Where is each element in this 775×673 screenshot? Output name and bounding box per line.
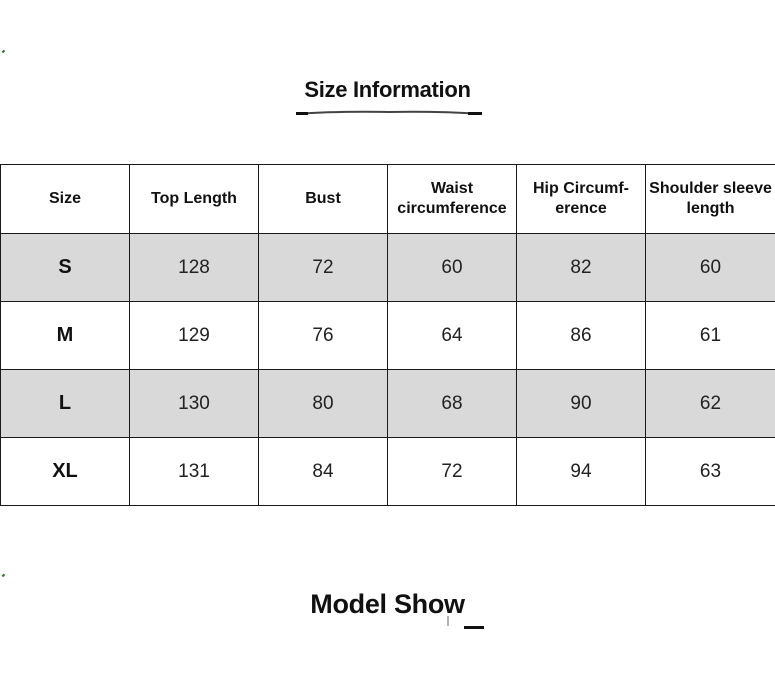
bust-cell: 76 bbox=[258, 301, 388, 370]
size-information-title: Size Information bbox=[304, 77, 471, 102]
table-row: S 128 72 60 82 60 bbox=[0, 233, 775, 302]
corner-mark bbox=[1, 573, 8, 580]
table-row: M 129 76 64 86 61 bbox=[0, 301, 775, 370]
corner-mark bbox=[1, 49, 8, 56]
header-hip: Hip Circumf- erence bbox=[516, 164, 646, 234]
model-show-title: Model Show bbox=[310, 589, 465, 619]
hip-cell: 94 bbox=[516, 437, 646, 506]
header-top-length: Top Length bbox=[129, 164, 259, 234]
top-length-cell: 131 bbox=[129, 437, 259, 506]
waist-cell: 60 bbox=[387, 233, 517, 302]
hip-cell: 86 bbox=[516, 301, 646, 370]
header-waist: Waist circumference bbox=[387, 164, 517, 234]
waist-cell: 64 bbox=[387, 301, 517, 370]
hip-cell: 82 bbox=[516, 233, 646, 302]
bust-cell: 72 bbox=[258, 233, 388, 302]
shoulder-sleeve-cell: 60 bbox=[645, 233, 775, 302]
size-cell: S bbox=[0, 233, 130, 302]
top-length-cell: 129 bbox=[129, 301, 259, 370]
size-cell: M bbox=[0, 301, 130, 370]
title-underline bbox=[296, 110, 482, 115]
title-underline bbox=[447, 616, 484, 629]
header-size: Size bbox=[0, 164, 130, 234]
table-header-row: Size Top Length Bust Waist circumference… bbox=[0, 164, 775, 234]
bust-cell: 80 bbox=[258, 369, 388, 438]
waist-cell: 72 bbox=[387, 437, 517, 506]
shoulder-sleeve-cell: 61 bbox=[645, 301, 775, 370]
size-cell: L bbox=[0, 369, 130, 438]
top-length-cell: 128 bbox=[129, 233, 259, 302]
table-row: XL 131 84 72 94 63 bbox=[0, 437, 775, 506]
header-shoulder-sleeve: Shoulder sleeve length bbox=[645, 164, 775, 234]
shoulder-sleeve-cell: 62 bbox=[645, 369, 775, 438]
shoulder-sleeve-cell: 63 bbox=[645, 437, 775, 506]
bust-cell: 84 bbox=[258, 437, 388, 506]
hip-cell: 90 bbox=[516, 369, 646, 438]
table-row: L 130 80 68 90 62 bbox=[0, 369, 775, 438]
size-cell: XL bbox=[0, 437, 130, 506]
size-table: Size Top Length Bust Waist circumference… bbox=[0, 164, 775, 506]
header-bust: Bust bbox=[258, 164, 388, 234]
top-length-cell: 130 bbox=[129, 369, 259, 438]
waist-cell: 68 bbox=[387, 369, 517, 438]
